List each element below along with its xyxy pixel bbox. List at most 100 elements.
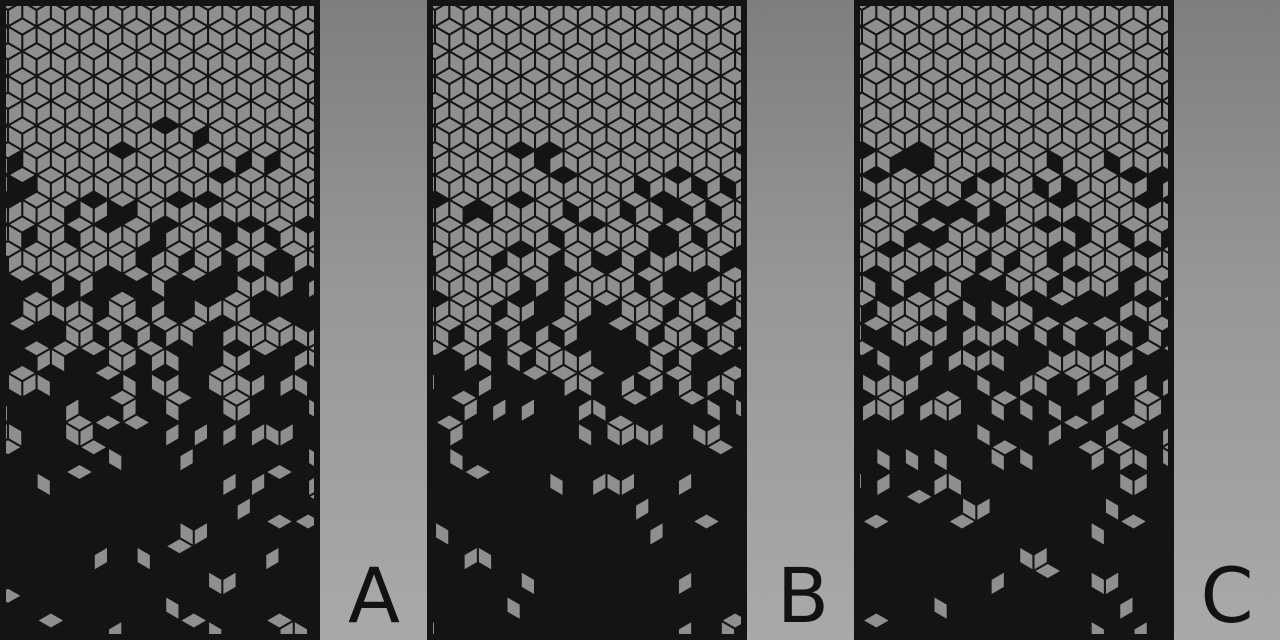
cube-face-cutout — [707, 6, 720, 25]
cube-face-cutout — [1020, 449, 1033, 471]
cube-face-cutout — [281, 242, 306, 257]
cube-face-cutout — [1148, 53, 1162, 75]
cube-face-cutout — [238, 68, 264, 84]
cube-face-cutout — [280, 102, 293, 124]
cube-face-cutout — [280, 176, 293, 198]
cube-face-cutout — [863, 6, 876, 25]
cube-face-cutout — [1134, 127, 1147, 149]
cube-face-cutout — [280, 226, 293, 248]
cube-face-cutout — [565, 192, 591, 207]
cube-face-cutout — [51, 350, 65, 372]
cube-face-cutout — [450, 176, 463, 198]
cube-face-cutout — [280, 77, 293, 99]
cube-face-cutout — [137, 77, 150, 99]
cube-face-cutout — [80, 275, 93, 297]
panel-a-label: A — [348, 551, 400, 640]
cube-face-cutout — [9, 28, 22, 50]
cube-face-cutout — [209, 77, 222, 99]
cube-face-cutout — [1005, 226, 1019, 248]
cube-face-cutout — [636, 201, 649, 223]
cube-face-cutout — [948, 152, 961, 174]
cube-face-cutout — [1020, 201, 1033, 223]
cube-face-cutout — [294, 201, 308, 223]
cube-face-cutout — [578, 226, 592, 248]
cube-face-cutout — [1063, 6, 1076, 25]
cube-face-cutout — [95, 316, 121, 331]
cube-face-cutout — [607, 176, 620, 198]
cube-face-cutout — [1134, 449, 1147, 471]
cube-face-cutout — [464, 53, 477, 75]
cube-face-cutout — [1063, 251, 1076, 273]
cube-face-cutout — [66, 325, 79, 347]
cube-face-cutout — [693, 251, 706, 273]
cube-face-cutout — [181, 217, 206, 232]
cube-face-cutout — [578, 201, 592, 223]
cube-face-cutout — [964, 44, 989, 59]
cube-face-cutout — [81, 440, 106, 455]
cube-face-cutout — [151, 251, 165, 273]
cube-face-cutout — [991, 77, 1004, 99]
cube-face-cutout — [1048, 399, 1062, 421]
cube-face-cutout — [693, 424, 706, 446]
cube-face-cutout — [1048, 201, 1062, 223]
cube-face-cutout — [37, 201, 50, 223]
cube-face-cutout — [694, 68, 719, 84]
panel-b — [427, 0, 747, 640]
cube-face-cutout — [537, 93, 562, 108]
cube-face-cutout — [664, 176, 677, 198]
cube-face-cutout — [109, 300, 122, 322]
cube-face-cutout — [1078, 192, 1103, 207]
cube-face-cutout — [464, 399, 477, 421]
cube-face-cutout — [578, 300, 592, 322]
cube-face-cutout — [678, 127, 692, 149]
cube-face-cutout — [294, 226, 308, 248]
cube-face-cutout — [451, 44, 476, 59]
cube-face-cutout — [123, 152, 136, 174]
cube-face-cutout — [621, 6, 635, 25]
cube-face-cutout — [1034, 325, 1047, 347]
cube-face-cutout — [1034, 251, 1047, 273]
cube-face-cutout — [309, 6, 314, 21]
cube-face-cutout — [1057, 6, 1067, 9]
cube-face-cutout — [37, 226, 50, 248]
cube-face-cutout — [137, 6, 150, 25]
cube-face-cutout — [224, 390, 249, 405]
cube-face-cutout — [109, 127, 122, 149]
cube-face-cutout — [1134, 102, 1147, 124]
cube-face-cutout — [237, 176, 250, 198]
cube-face-cutout — [478, 325, 492, 347]
cube-face-cutout — [507, 152, 520, 174]
cube-face-cutout — [963, 226, 976, 248]
cube-face-cutout — [280, 152, 293, 174]
cube-face-cutout — [251, 251, 265, 273]
cube-face-cutout — [294, 127, 308, 149]
cube-face-cutout — [436, 6, 449, 25]
cube-face-cutout — [707, 424, 720, 446]
cube-face-cutout — [1020, 77, 1033, 99]
cube-face-cutout — [521, 53, 534, 75]
cube-face-cutout — [949, 68, 975, 84]
cube-face-cutout — [621, 226, 635, 248]
cube-face-cutout — [1091, 275, 1104, 297]
cube-face-cutout — [437, 316, 462, 331]
cube-face-cutout — [636, 152, 649, 174]
cube-face-cutout — [295, 118, 314, 133]
cube-face-cutout — [433, 93, 448, 108]
cube-face-cutout — [138, 341, 164, 356]
cube-face-cutout — [860, 473, 861, 489]
cube-face-cutout — [1134, 275, 1147, 297]
cube-face-cutout — [51, 127, 65, 149]
cube-face-cutout — [224, 143, 249, 158]
cube-face-cutout — [465, 68, 491, 84]
cube-face-cutout — [1148, 300, 1162, 322]
cube-face-cutout — [1034, 201, 1047, 223]
cube-face-cutout — [707, 251, 720, 273]
cube-face-cutout — [436, 275, 449, 297]
cube-face-cutout — [94, 226, 107, 248]
cube-face-cutout — [251, 226, 265, 248]
cube-face-cutout — [266, 176, 279, 198]
cube-face-cutout — [23, 53, 36, 75]
cube-face-cutout — [253, 242, 278, 257]
cube-face-cutout — [508, 93, 533, 108]
cube-face-cutout — [992, 44, 1018, 59]
